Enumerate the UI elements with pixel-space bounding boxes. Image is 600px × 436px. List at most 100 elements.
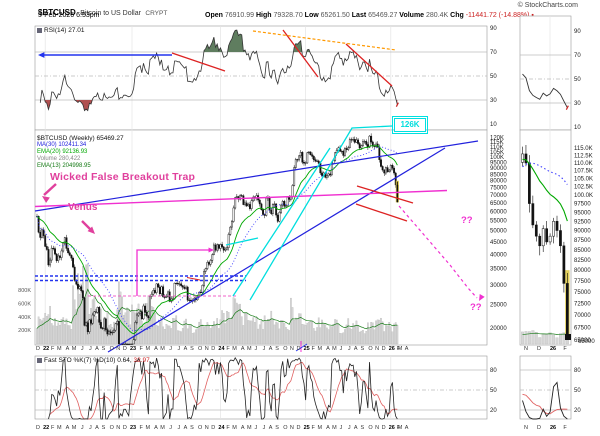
candle-body xyxy=(352,139,355,141)
rsi-orange-dashed-line xyxy=(252,30,397,51)
axis-label: F xyxy=(51,346,55,352)
candle-body xyxy=(265,197,268,216)
cyan-channel-line-1 xyxy=(232,147,331,297)
candle-body xyxy=(50,247,53,261)
axis-label: A xyxy=(269,346,273,352)
volume-bar xyxy=(265,321,268,345)
axis-label: O xyxy=(368,346,373,352)
low-value: 65261.50 xyxy=(320,12,350,19)
mini-volume-bar xyxy=(521,331,524,345)
candle-body xyxy=(393,167,396,174)
volume-bar xyxy=(231,316,233,345)
axis-label: J xyxy=(169,425,172,431)
question-marks-2: ?? xyxy=(470,302,482,313)
axis-label: 105K xyxy=(490,150,504,156)
axis-label: N xyxy=(290,425,294,431)
candle-body xyxy=(291,185,294,197)
trap-arrowhead xyxy=(42,196,50,203)
volume-bar xyxy=(363,333,366,345)
axis-label: A xyxy=(241,425,245,431)
candle-body xyxy=(116,321,119,325)
candle-body xyxy=(149,296,151,319)
volume-bar xyxy=(345,324,348,345)
candle-body xyxy=(214,244,217,251)
volume-bar xyxy=(317,317,320,345)
candle-body xyxy=(199,292,202,294)
axis-label: 60000 xyxy=(490,209,507,215)
candle-body xyxy=(63,237,66,244)
axis-label: D xyxy=(36,346,40,352)
axis-label: 800K xyxy=(18,288,31,294)
rsi-mini-panel xyxy=(519,15,572,131)
mini-volume-bar xyxy=(527,331,531,345)
axis-label: N xyxy=(116,425,120,431)
axis-label: F xyxy=(226,346,230,352)
volume-bar xyxy=(86,263,89,345)
mini-candle-body xyxy=(524,153,528,164)
axis-label: 400K xyxy=(18,315,31,321)
volume-bar xyxy=(196,328,199,345)
volume-bar xyxy=(185,318,187,345)
candle-body xyxy=(147,315,150,319)
candle-body xyxy=(55,253,58,261)
volume-bar xyxy=(188,324,191,345)
red-flag-line-1 xyxy=(356,185,414,204)
volume-bar xyxy=(162,326,164,345)
axis-label: 65000 xyxy=(574,338,591,344)
candle-body xyxy=(227,234,230,248)
axis-label: 55000 xyxy=(490,219,507,225)
candle-body xyxy=(204,268,207,272)
cyan-tick xyxy=(225,237,259,246)
axis-label: M xyxy=(57,346,62,352)
axis-label: 25 xyxy=(304,346,310,352)
axis-label: D xyxy=(123,425,127,431)
volume-bar xyxy=(342,332,345,345)
false-breakout-line xyxy=(34,189,448,208)
candle-body xyxy=(229,226,232,235)
volume-bar xyxy=(96,319,99,345)
candle-body xyxy=(381,166,384,171)
axis-label: 115K xyxy=(490,140,504,146)
volume-bar xyxy=(213,321,215,345)
candle-body xyxy=(311,154,314,157)
volume-bar xyxy=(394,322,397,345)
volume-bar xyxy=(386,325,389,345)
volume-bar xyxy=(229,318,232,345)
candle-body xyxy=(293,167,296,186)
candle-body xyxy=(342,150,345,156)
axis-label: 115.0K xyxy=(574,146,593,152)
mini-volume-bar xyxy=(524,331,528,345)
volume-bar xyxy=(175,315,178,345)
axis-label: 100.0K xyxy=(574,193,593,199)
axis-label: 90000 xyxy=(490,166,507,172)
axis-label: 20 xyxy=(574,408,581,414)
volume-bar xyxy=(232,297,235,345)
axis-label: A xyxy=(154,346,158,352)
candle-body xyxy=(132,339,135,345)
volume-bar xyxy=(193,332,196,345)
candle-body xyxy=(165,296,168,298)
candle-body xyxy=(306,152,309,164)
blue-upper-trendline xyxy=(34,140,479,212)
indicator-icon xyxy=(37,357,42,363)
axis-label: 95000 xyxy=(490,160,507,166)
volume-bar xyxy=(206,322,209,345)
candle-body xyxy=(206,262,209,269)
volume-bar xyxy=(72,285,74,345)
volume-bar xyxy=(152,307,155,345)
candle-body xyxy=(98,307,101,323)
candle-body xyxy=(188,299,191,301)
volume-bar xyxy=(278,328,281,345)
axis-label: D xyxy=(211,346,215,352)
candle-body xyxy=(73,266,76,281)
axis-label: M xyxy=(232,425,237,431)
axis-label: S xyxy=(102,346,106,352)
axis-label: 40000 xyxy=(490,252,507,258)
candle-body xyxy=(348,139,351,148)
candle-body xyxy=(345,148,348,150)
axis-label: 20000 xyxy=(490,326,507,332)
volume-bar xyxy=(173,318,176,345)
volume-bar xyxy=(136,308,138,345)
mini-volume-bar xyxy=(534,332,538,345)
